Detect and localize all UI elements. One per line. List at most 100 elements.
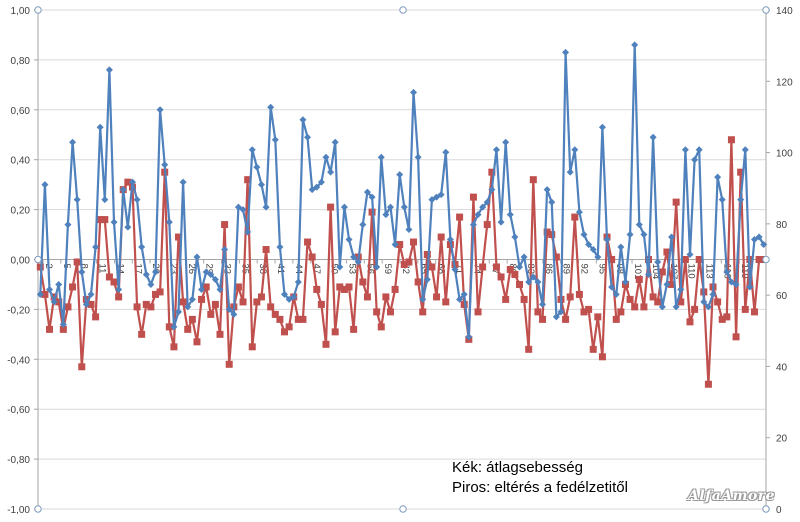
red-point	[419, 308, 427, 316]
blue-point	[202, 268, 210, 276]
red-point	[184, 325, 192, 333]
red-point	[423, 251, 431, 259]
blue-point	[437, 191, 445, 199]
red-point	[635, 275, 643, 283]
red-point	[414, 278, 422, 286]
red-point	[456, 213, 464, 221]
red-point	[239, 298, 247, 306]
red-point	[165, 323, 173, 331]
x-tick-label: 26	[186, 264, 197, 275]
left-tick-label: -1,00	[7, 505, 30, 516]
blue-point	[677, 285, 685, 293]
blue-point	[525, 278, 533, 286]
blue-point	[442, 148, 450, 156]
blue-point	[294, 278, 302, 286]
legend-red-text: Piros: eltérés a fedélzetitől	[452, 479, 628, 496]
blue-point	[73, 196, 81, 204]
blue-point	[281, 290, 289, 298]
red-point	[64, 303, 72, 311]
x-tick-label: 71	[454, 264, 465, 275]
red-point	[520, 295, 528, 303]
blue-point	[543, 186, 551, 194]
blue-point	[82, 300, 90, 308]
resize-handle[interactable]	[34, 505, 42, 513]
x-tick-label: 50	[329, 264, 340, 275]
blue-point	[562, 48, 570, 56]
blue-point	[585, 241, 593, 249]
blue-point	[156, 106, 164, 114]
red-point	[515, 280, 523, 288]
blue-point	[313, 183, 321, 191]
series-blue	[36, 41, 768, 341]
blue-point	[253, 163, 261, 171]
red-point	[73, 258, 81, 266]
blue-point	[331, 138, 339, 146]
resize-handle[interactable]	[34, 6, 42, 14]
legend-blue-text: Kék: átlagsebesség	[452, 459, 583, 476]
resize-handle[interactable]	[762, 505, 770, 513]
red-point	[681, 256, 689, 263]
blue-point	[410, 88, 418, 96]
red-point	[69, 283, 77, 291]
x-tick-label: 41	[275, 264, 286, 275]
resize-handle[interactable]	[34, 255, 42, 264]
resize-handle[interactable]	[762, 6, 770, 14]
blue-point	[386, 203, 394, 211]
resize-handle[interactable]	[399, 505, 407, 513]
right-tick-label: 0	[776, 505, 782, 516]
blue-point	[165, 218, 173, 226]
blue-point	[451, 265, 459, 273]
red-point	[281, 328, 289, 336]
blue-point	[571, 146, 579, 154]
blue-point	[267, 103, 275, 111]
x-tick-label: 17	[132, 264, 143, 275]
blue-point	[760, 241, 768, 249]
blue-point	[248, 146, 256, 154]
left-tick-label: 1,00	[11, 6, 31, 17]
blue-point	[322, 153, 330, 161]
red-point	[322, 340, 330, 348]
blue-point	[363, 188, 371, 196]
red-point	[46, 325, 54, 333]
left-tick-label: -0,40	[7, 355, 30, 366]
blue-point	[589, 246, 597, 254]
blue-point	[285, 295, 293, 303]
blue-point	[133, 196, 141, 204]
blue-point	[626, 231, 634, 239]
series-red	[36, 136, 768, 388]
right-tick-label: 120	[776, 77, 793, 88]
blue-point	[78, 268, 86, 276]
blue-point	[41, 181, 49, 189]
blue-point	[188, 295, 196, 303]
blue-point	[529, 273, 537, 281]
blue-point	[373, 263, 381, 271]
left-tick-label: 0,00	[11, 256, 31, 267]
blue-point	[290, 293, 298, 301]
red-point	[714, 298, 722, 306]
left-tick-label: -0,80	[7, 455, 30, 466]
x-tick-label: 8	[79, 264, 90, 269]
blue-point	[460, 290, 468, 298]
blue-point	[497, 218, 505, 226]
chart-selection-handles[interactable]	[34, 6, 770, 513]
blue-point	[391, 241, 399, 249]
blue-point	[354, 258, 362, 266]
red-point	[87, 300, 95, 308]
red-point	[479, 263, 487, 271]
blue-point	[170, 323, 178, 331]
blue-point	[737, 196, 745, 204]
x-tick-label: 86	[543, 264, 554, 275]
red-point	[695, 256, 703, 263]
red-point	[737, 168, 745, 176]
resize-handle[interactable]	[762, 255, 770, 264]
red-point	[612, 315, 620, 323]
blue-point	[96, 123, 104, 131]
blue-point	[161, 161, 169, 169]
blue-point	[654, 258, 662, 266]
x-tick-label: 68	[436, 264, 447, 275]
blue-point	[741, 146, 749, 154]
red-point	[336, 283, 344, 291]
blue-point	[142, 270, 150, 278]
resize-handle[interactable]	[399, 6, 407, 14]
blue-point	[552, 313, 560, 321]
